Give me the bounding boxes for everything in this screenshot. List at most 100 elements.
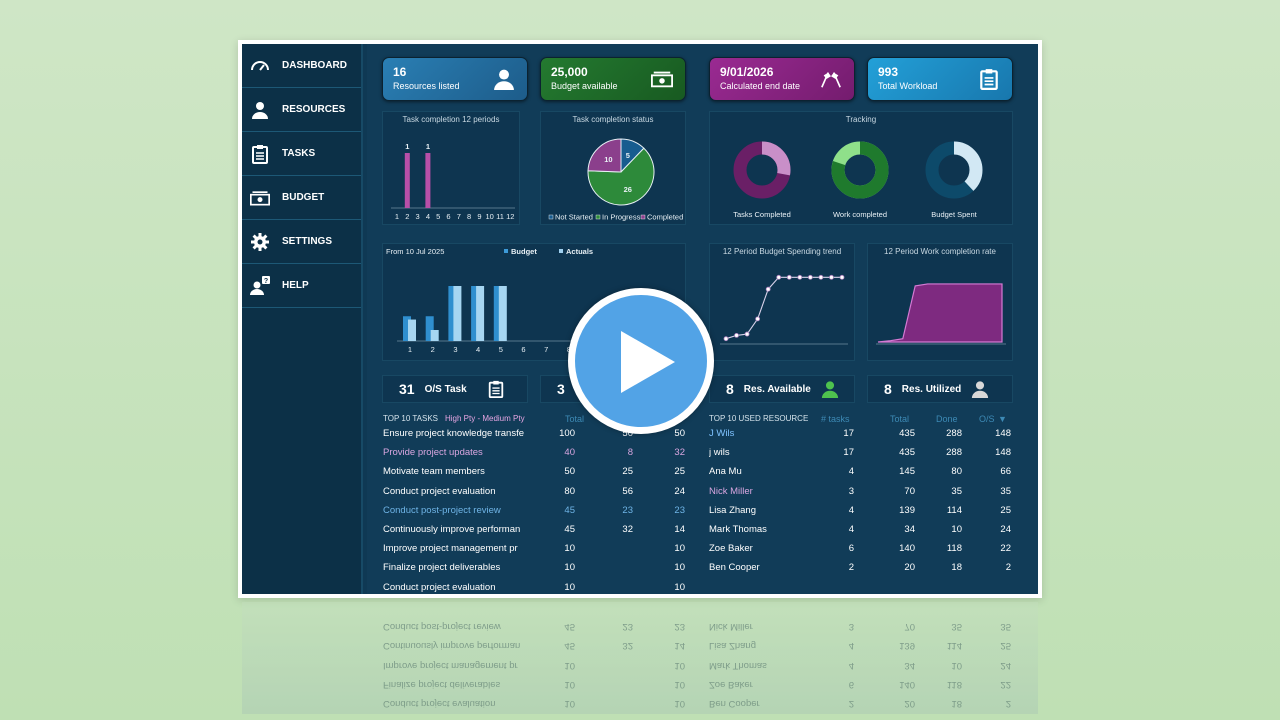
card-workload[interactable]: 993 Total Workload (867, 57, 1013, 101)
money-icon (250, 190, 270, 205)
trend-point (839, 274, 845, 280)
table-row[interactable]: Provide project updates 40 8 32 (383, 447, 687, 466)
table-row[interactable]: j wils 17 435 288 148 (709, 447, 1013, 466)
donut-arc (733, 141, 791, 199)
task-outstanding: 10 (674, 543, 685, 555)
sidebar-item-resources[interactable]: RESOURCES (242, 88, 361, 132)
kpi-res-available[interactable]: 8 Res. Available (709, 375, 855, 403)
resource-done: 288 (946, 447, 962, 459)
resource-outstanding: 66 (1000, 466, 1011, 478)
task-outstanding: 10 (674, 562, 685, 574)
reflection-text: Continuously improve performan (383, 640, 521, 652)
sort-triangle-icon[interactable]: ▼ (998, 414, 1007, 424)
donut-arc (831, 141, 889, 199)
table-row[interactable]: Lisa Zhang 4 139 114 25 (709, 505, 1013, 524)
task-outstanding: 24 (674, 485, 685, 497)
table-row[interactable]: Conduct project evaluation 80 56 24 (383, 486, 687, 505)
donut-label: Work completed (833, 210, 887, 219)
person-icon (494, 69, 514, 90)
trend-point (818, 274, 824, 280)
reflection-text: 34 (904, 659, 915, 671)
table-row[interactable]: Mark Thomas 4 34 10 24 (709, 524, 1013, 543)
table-row[interactable]: Continuously improve performan 45 32 14 (383, 524, 687, 543)
sidebar-item-dashboard[interactable]: DASHBOARD (242, 44, 361, 88)
card-resources[interactable]: 16 Resources listed (382, 57, 528, 101)
play-button[interactable] (568, 288, 714, 434)
reflection-text: 2 (1005, 698, 1011, 709)
resource-outstanding: 148 (995, 447, 1011, 459)
completion-status-pie: 5 26 10 Not Started In Progress Completed (548, 138, 683, 222)
resource-outstanding: 148 (995, 428, 1011, 439)
table-row[interactable]: Nick Miller 3 70 35 35 (709, 486, 1013, 505)
actuals-bar (408, 319, 416, 341)
person-icon (972, 381, 989, 398)
card-end-date[interactable]: 9/01/2026 Calculated end date (709, 57, 855, 101)
table-row[interactable]: Conduct project evaluation 10 10 (383, 582, 687, 594)
reflection-text: 23 (622, 621, 633, 633)
table-row[interactable]: Ben Cooper 2 20 18 2 (709, 562, 1013, 581)
reflection-text: 10 (674, 659, 685, 671)
resource-done: 18 (951, 562, 962, 574)
sidebar-item-tasks[interactable]: TASKS (242, 132, 361, 176)
sidebar-item-help[interactable]: ? HELP (242, 264, 361, 308)
reflection-text: 10 (564, 659, 575, 671)
tick-label: 5 (499, 345, 503, 354)
work-rate-area (877, 283, 1003, 343)
table-row[interactable]: Improve project management pr 10 10 (383, 543, 687, 562)
resource-name: Zoe Baker (709, 543, 753, 555)
trend-point (755, 316, 761, 322)
kpi-os-task[interactable]: 31 O/S Task (382, 375, 528, 403)
table-row[interactable]: Ensure project knowledge transfe 100 50 50 (383, 428, 687, 447)
card-value: 9/01/2026 (720, 65, 774, 79)
resource-done: 80 (951, 466, 962, 478)
task-total: 10 (564, 543, 575, 555)
top-tasks-table: TOP 10 TASKS High Pty - Medium Pty Total… (383, 414, 689, 594)
resource-name: j wils (709, 447, 730, 459)
trend-point (829, 274, 834, 280)
budget-bar (471, 286, 480, 341)
kpi-label: Res. Available (743, 383, 811, 395)
sidebar: DASHBOARD RESOURCES TASKS BUDGET SETTING… (242, 44, 363, 594)
tick-label: 2 (405, 212, 409, 221)
resource-name: Ana Mu (709, 466, 742, 478)
reflection-text: 32 (622, 640, 633, 652)
table-row[interactable]: J Wils 17 435 288 148 (709, 428, 1013, 447)
sidebar-item-label: TASKS (282, 148, 316, 159)
reflection-text: Ben Cooper (709, 698, 760, 709)
reflection-text: Lisa Zhang (709, 640, 757, 652)
tick-label: 5 (436, 212, 440, 221)
reflection-text: Mark Thomas (709, 659, 767, 671)
resource-tasks: 17 (843, 428, 854, 439)
resource-tasks: 6 (848, 543, 854, 555)
pie-slice (587, 147, 655, 206)
task-name: Conduct post-project review (383, 504, 501, 516)
reflection-text: 24 (1000, 659, 1011, 671)
table-row[interactable]: Zoe Baker 6 140 118 22 (709, 543, 1013, 562)
kpi-res-utilized[interactable]: 8 Res. Utilized (867, 375, 1013, 403)
panel-title: 12 Period Budget Spending trend (722, 247, 842, 256)
budget-bar (493, 286, 502, 341)
task-outstanding: 10 (674, 581, 685, 593)
table-filters[interactable]: High Pty - Medium Pty (445, 414, 525, 423)
legend-label: Not Started (555, 213, 593, 222)
task-outstanding: 25 (674, 466, 685, 478)
clipboard-icon (980, 69, 998, 90)
reflection-text: 6 (848, 678, 854, 690)
reflection: Conduct project evaluation 10 10 Ben Cooper… (242, 602, 1038, 720)
reflection-text: Finalize project deliverables (383, 678, 501, 690)
task-name: Provide project updates (383, 447, 483, 459)
reflection-text: 10 (951, 659, 962, 671)
column-header-os[interactable]: O/S (979, 414, 995, 424)
trend-point (786, 274, 792, 280)
table-row[interactable]: Ana Mu 4 145 80 66 (709, 466, 1013, 485)
sidebar-item-settings[interactable]: SETTINGS (242, 220, 361, 264)
sidebar-item-budget[interactable]: BUDGET (242, 176, 361, 220)
reflection-text: 70 (904, 621, 915, 633)
table-row[interactable]: Motivate team members 50 25 25 (383, 466, 687, 485)
table-row[interactable]: Finalize project deliverables 10 10 (383, 562, 687, 581)
resource-done: 288 (946, 428, 962, 439)
table-row[interactable]: Conduct post-project review 45 23 23 (383, 505, 687, 524)
card-budget[interactable]: 25,000 Budget available (540, 57, 686, 101)
tick-label: 2 (431, 345, 435, 354)
task-done: 32 (622, 524, 633, 535)
